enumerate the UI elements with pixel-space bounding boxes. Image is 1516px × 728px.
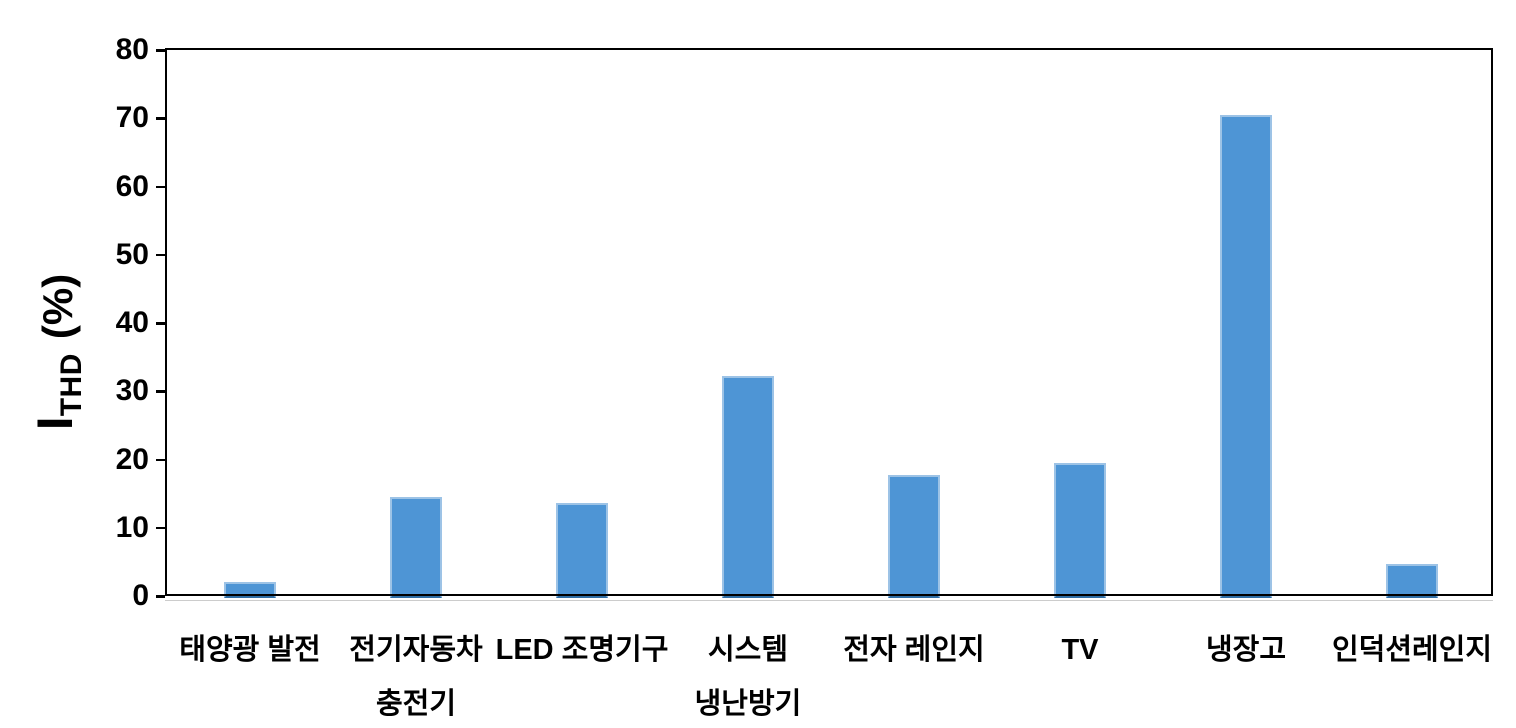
x-category-line: LED 조명기구 (495, 634, 669, 666)
y-axis-title-unit: (%) (34, 273, 81, 340)
bar-2 (556, 503, 608, 598)
x-category-label-6: 냉장고 (1131, 623, 1361, 677)
y-tick-label: 20 (115, 442, 149, 476)
x-category-label-5: TV (965, 623, 1195, 677)
y-tick-mark (156, 390, 165, 393)
y-tick-label: 0 (132, 579, 149, 612)
y-tick-mark (156, 526, 165, 530)
y-tick-mark (156, 322, 165, 325)
y-tick-mark (156, 49, 165, 52)
x-category-label-2: LED 조명기구 (467, 623, 697, 677)
x-category-line: 냉난방기 (694, 688, 802, 720)
x-category-line: TV (1061, 634, 1099, 666)
y-tick-label: 50 (115, 237, 149, 271)
bar-5 (1054, 462, 1106, 598)
y-tick-label: 10 (115, 510, 149, 544)
x-category-line: 인덕션레인지 (1331, 634, 1493, 666)
x-category-line: 태양광 발전 (179, 634, 321, 666)
y-tick-label: 70 (115, 101, 149, 135)
bar-6 (1220, 114, 1272, 598)
x-axis-shadow-line (165, 599, 1493, 601)
x-category-line: 냉장고 (1205, 634, 1287, 666)
x-category-label-7: 인덕션레인지 (1297, 623, 1516, 677)
bar-3 (722, 375, 774, 598)
y-tick-mark (156, 595, 165, 598)
y-axis-title-symbol: I (27, 416, 83, 431)
bar-7 (1386, 563, 1438, 598)
y-tick-label: 80 (115, 33, 149, 66)
x-category-label-4: 전자 레인지 (799, 623, 1029, 677)
x-category-line: 전자 레인지 (843, 634, 985, 666)
y-tick-mark (156, 117, 165, 120)
y-tick-mark (156, 185, 165, 188)
y-tick-label: 60 (115, 169, 149, 203)
x-axis-line (165, 593, 1493, 596)
x-category-label-0: 태양광 발전 (135, 623, 365, 677)
y-axis-title-subscript: THD (55, 353, 88, 417)
x-category-line: 시스템 (707, 634, 789, 666)
y-tick-mark (156, 253, 165, 257)
x-category-line: 전기자동차 (349, 634, 483, 666)
bar-4 (888, 475, 940, 598)
y-axis-title: ITHD (%) (26, 273, 88, 431)
bar-1 (390, 497, 442, 598)
y-tick-label: 40 (115, 306, 149, 339)
y-tick-mark (156, 458, 165, 461)
x-category-line: 충전기 (375, 688, 457, 720)
y-tick-label: 30 (115, 374, 149, 408)
